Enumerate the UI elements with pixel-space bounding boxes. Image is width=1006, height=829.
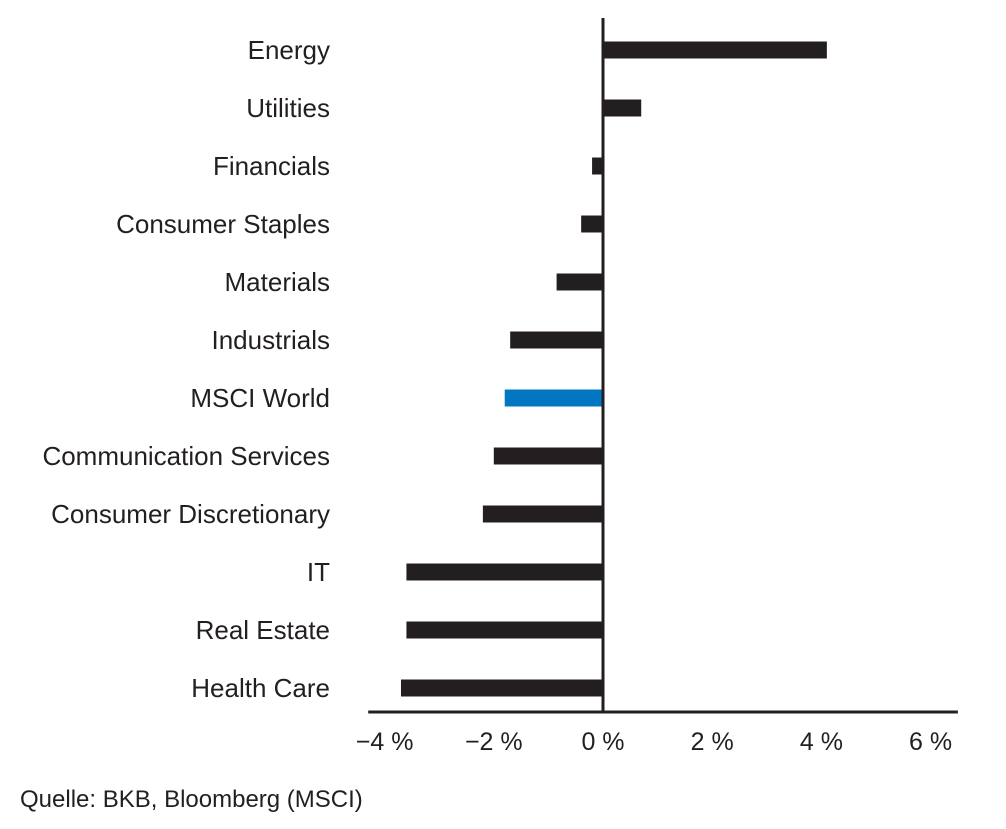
bar-real-estate <box>406 621 603 639</box>
category-label-financials: Financials <box>213 151 330 181</box>
x-tick-label: 4 % <box>800 728 843 756</box>
category-label-health-care: Health Care <box>191 673 330 703</box>
category-label-msci-world: MSCI World <box>190 383 330 413</box>
category-labels: Energy Utilities Financials Consumer Staple… <box>42 35 330 703</box>
category-label-materials: Materials <box>225 267 330 297</box>
x-tick-label: 2 % <box>691 728 734 756</box>
bar-energy <box>603 41 827 59</box>
category-label-utilities: Utilities <box>246 93 330 123</box>
source-note: Quelle: BKB, Bloomberg (MSCI) <box>20 786 363 813</box>
x-tick-label: −2 % <box>465 728 523 756</box>
bar-materials <box>556 273 603 291</box>
bar-chart: Energy Utilities Financials Consumer Staple… <box>42 18 958 756</box>
bars-group <box>400 41 827 697</box>
category-label-real-estate: Real Estate <box>196 615 330 645</box>
x-axis-ticks: −4 % −2 % 0 % 2 % 4 % 6 % <box>356 728 952 756</box>
bar-financials <box>592 157 603 175</box>
category-label-consumer-staples: Consumer Staples <box>116 209 330 239</box>
bar-utilities <box>603 99 642 117</box>
category-label-industrials: Industrials <box>212 325 331 355</box>
bar-health-care <box>400 679 603 697</box>
category-label-it: IT <box>307 557 330 587</box>
bar-msci-world <box>504 389 603 407</box>
bar-industrials <box>510 331 603 349</box>
x-tick-label: 6 % <box>909 728 952 756</box>
bar-consumer-staples <box>581 215 603 233</box>
bar-it <box>406 563 603 581</box>
bar-communication-services <box>493 447 603 465</box>
bar-consumer-discretionary <box>482 505 603 523</box>
category-label-communication-services: Communication Services <box>42 441 330 471</box>
category-label-consumer-discretionary: Consumer Discretionary <box>51 499 330 529</box>
x-tick-label: 0 % <box>581 728 624 756</box>
category-label-energy: Energy <box>248 35 330 65</box>
x-tick-label: −4 % <box>356 728 414 756</box>
